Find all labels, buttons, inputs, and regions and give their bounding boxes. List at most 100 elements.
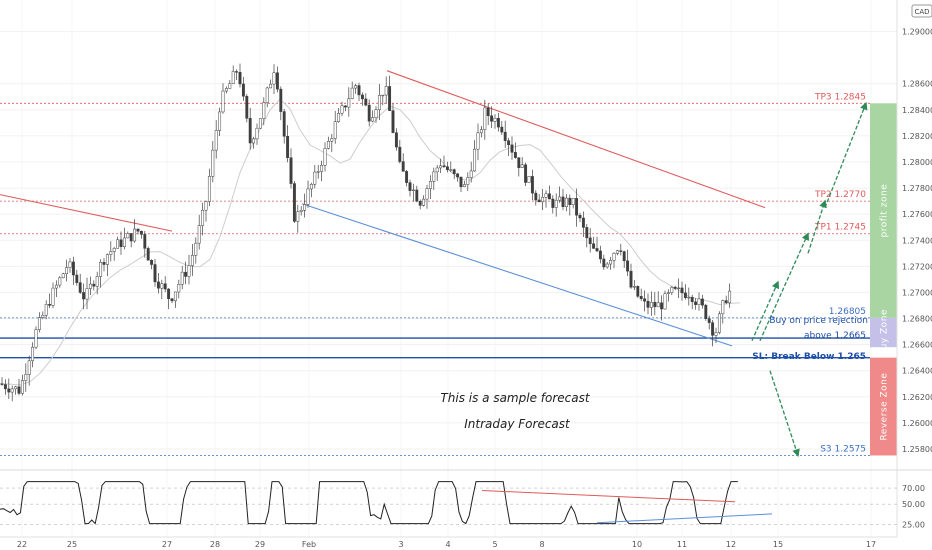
time-tick-label: 22 [17, 540, 27, 549]
candle [3, 384, 7, 390]
candle [129, 233, 133, 242]
candle [435, 167, 439, 173]
candle [44, 304, 48, 316]
candle [422, 198, 426, 206]
price-axis[interactable]: 1.29000 1.28600 1.28400 1.28200 1.28000 1.278… [902, 28, 932, 454]
candle [235, 71, 239, 73]
candle [221, 90, 225, 113]
candle [530, 176, 534, 194]
candle [605, 263, 609, 268]
time-tick-label: 11 [677, 540, 687, 549]
candle [384, 86, 388, 96]
candle [459, 176, 463, 187]
price-tick-label: 1.27400 [902, 236, 932, 245]
time-tick-label: 4 [445, 540, 450, 549]
time-tick-label: 25 [67, 540, 77, 549]
candle [564, 197, 568, 207]
annotation-intraday-forecast: Intraday Forecast [464, 417, 571, 431]
price-tick-label: 1.28000 [902, 158, 932, 167]
time-tick-label: 27 [162, 540, 172, 549]
candle [660, 302, 664, 310]
candle [442, 165, 446, 167]
candle [204, 201, 208, 211]
candle [717, 313, 721, 333]
candle [92, 283, 96, 287]
candle [170, 298, 174, 302]
candle [452, 169, 456, 175]
price-tick-label: 1.26600 [902, 341, 932, 350]
zone-box [870, 317, 897, 348]
candle [139, 230, 143, 235]
candle [520, 164, 524, 168]
candle [578, 214, 582, 219]
candle [374, 109, 378, 118]
candle [428, 181, 432, 189]
candle [500, 126, 504, 133]
price-tick-label: 1.25800 [902, 445, 932, 454]
time-axis[interactable]: 22 25 27 28 29 Feb 3 4 5 8 10 11 12 15 17 [17, 540, 876, 549]
candle [405, 171, 409, 183]
candle [303, 204, 307, 211]
candle [245, 95, 249, 119]
candle [517, 157, 521, 168]
candle [670, 286, 674, 293]
candle [122, 237, 126, 247]
time-tick-label: 10 [632, 540, 642, 549]
candle [105, 254, 109, 265]
price-tick-label: 1.26000 [902, 419, 932, 428]
levels: TP3 1.2845 TP2 1.2770 TP1 1.2745 1.26805 S3 … [0, 92, 870, 456]
candle [7, 388, 11, 393]
candle [554, 199, 558, 208]
candle [133, 228, 137, 242]
candle [364, 98, 368, 106]
candle [609, 260, 613, 265]
candle [296, 211, 300, 222]
candle [88, 283, 92, 289]
time-tick-label: 29 [255, 540, 265, 549]
candle [479, 129, 483, 134]
candle [547, 193, 551, 200]
candle [541, 196, 545, 203]
candle [473, 148, 477, 172]
candle [510, 144, 514, 153]
candle [177, 283, 181, 293]
candle [68, 261, 72, 268]
candle [629, 270, 633, 288]
candle [503, 131, 507, 141]
candle [102, 262, 106, 265]
zones: profit zone Buy Zone Reverse Zone [870, 103, 897, 456]
forecast-arrow [751, 280, 780, 341]
candle [136, 228, 140, 232]
candle [160, 283, 164, 289]
candle [218, 111, 222, 131]
candle [391, 110, 395, 133]
candle [150, 259, 154, 265]
price-tick-label: 1.27000 [902, 288, 932, 297]
candle [588, 237, 592, 244]
candle [388, 86, 392, 111]
candle [653, 301, 657, 308]
candle [146, 248, 150, 261]
candle [724, 300, 728, 304]
candle [187, 265, 191, 277]
candle [126, 233, 130, 239]
level-label: 1.26805 [829, 307, 866, 317]
candle [82, 292, 86, 300]
candle [184, 271, 188, 277]
candle [85, 288, 89, 300]
time-tick-label: 17 [866, 540, 876, 549]
candle [575, 198, 579, 216]
candle [238, 72, 242, 85]
candle [119, 239, 123, 247]
candle [99, 262, 103, 277]
candle [343, 105, 347, 108]
rsi-tick-label: 25.00 [902, 520, 925, 529]
candle [418, 201, 422, 206]
candle [646, 300, 650, 308]
candle [445, 166, 449, 171]
candle [507, 140, 511, 146]
candle [483, 107, 487, 130]
candle [228, 83, 232, 89]
trendlines [0, 70, 766, 347]
time-tick-label: 5 [492, 540, 497, 549]
